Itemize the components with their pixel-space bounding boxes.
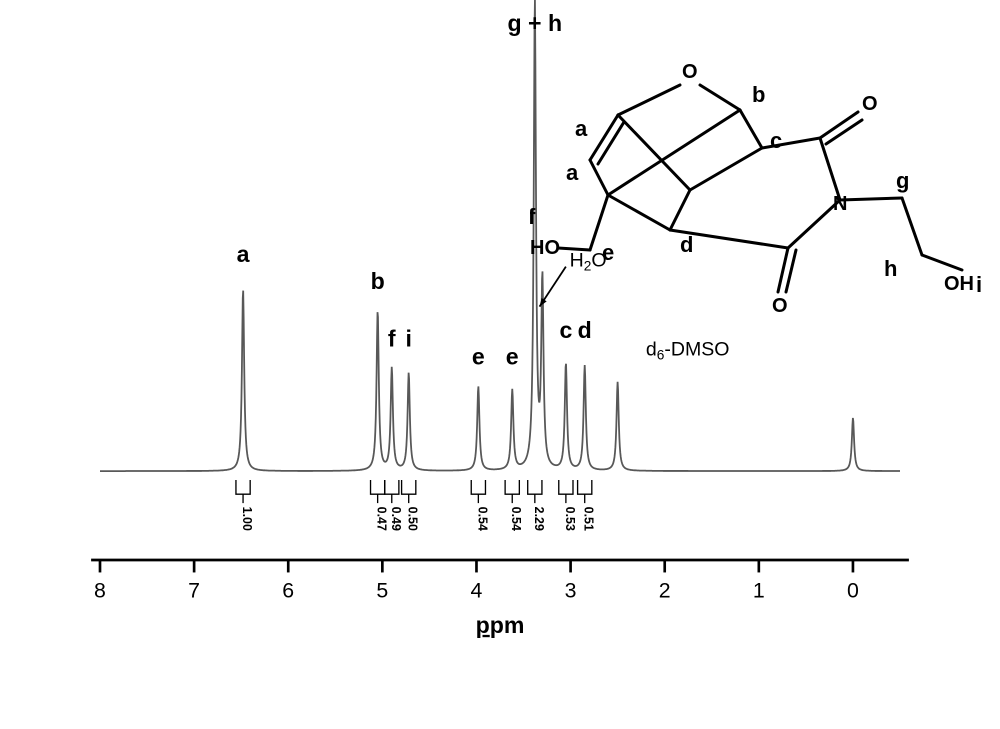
struct-label-i: i xyxy=(976,272,982,297)
struct-label-e: e xyxy=(602,240,614,265)
peak-label-b: b xyxy=(371,268,385,294)
peak-label-i: i xyxy=(405,326,411,352)
atom-o-top: O xyxy=(862,93,878,115)
x-axis-title: ppm xyxy=(476,612,525,638)
integration-value-e2: 0.54 xyxy=(509,507,523,531)
x-tick-label-2: 2 xyxy=(659,578,671,602)
struct-label-a2: a xyxy=(566,160,579,185)
integration-bracket-gh xyxy=(528,480,542,494)
integration-value-b: 0.47 xyxy=(375,507,389,531)
x-tick-label-7: 7 xyxy=(188,578,200,602)
integration-value-a: 1.00 xyxy=(240,507,254,531)
atom-o-bot: O xyxy=(772,295,788,317)
integration-value-f: 0.49 xyxy=(389,507,403,531)
integration-bracket-e2 xyxy=(505,480,519,494)
atom-o-bridge: O xyxy=(682,61,698,83)
peak-label-e1: e xyxy=(472,343,485,369)
x-tick-label-0: 0 xyxy=(847,578,859,602)
struct-label-f: f xyxy=(530,204,536,229)
peak-label-gh: g + h xyxy=(508,10,563,36)
integration-value-e1: 0.54 xyxy=(475,507,489,531)
integration-bracket-a xyxy=(236,480,250,494)
x-tick-label-5: 5 xyxy=(376,578,388,602)
x-tick-label-6: 6 xyxy=(282,578,294,602)
peak-label-solvent: d6-DMSO xyxy=(646,339,730,363)
struct-label-b: b xyxy=(752,82,765,107)
peak-label-e2: e xyxy=(506,343,519,369)
integration-value-i: 0.50 xyxy=(406,507,420,531)
peak-label-f: f xyxy=(388,326,396,352)
integration-value-d: 0.51 xyxy=(582,507,596,531)
integration-value-gh: 2.29 xyxy=(532,507,546,531)
atom-ho-left: HO xyxy=(530,237,560,259)
struct-label-h: h xyxy=(884,256,897,281)
integration-bracket-e1 xyxy=(471,480,485,494)
atom-n: N xyxy=(833,193,847,215)
nmr-figure: abfieeg + hcdH2Od6-DMSO1.000.470.490.500… xyxy=(0,0,1000,729)
integration-bracket-c xyxy=(559,480,573,494)
struct-label-d: d xyxy=(680,232,693,257)
integration-bracket-d xyxy=(578,480,592,494)
structure-svg: O HO N O O OH a a b c d e f g h i xyxy=(530,40,990,330)
x-tick-label-8: 8 xyxy=(94,578,106,602)
struct-label-a1: a xyxy=(575,116,588,141)
struct-label-c: c xyxy=(770,128,782,153)
integration-bracket-f xyxy=(385,480,399,494)
x-tick-label-4: 4 xyxy=(471,578,483,602)
integration-bracket-b xyxy=(371,480,385,494)
integration-value-c: 0.53 xyxy=(563,507,577,531)
struct-label-g: g xyxy=(896,168,909,193)
x-tick-label-3: 3 xyxy=(565,578,577,602)
structure-diagram: O HO N O O OH a a b c d e f g h i xyxy=(530,40,990,330)
peak-label-a: a xyxy=(237,241,250,267)
atom-oh-right: OH xyxy=(944,273,974,295)
x-tick-label-1: 1 xyxy=(753,578,765,602)
integration-bracket-i xyxy=(402,480,416,494)
